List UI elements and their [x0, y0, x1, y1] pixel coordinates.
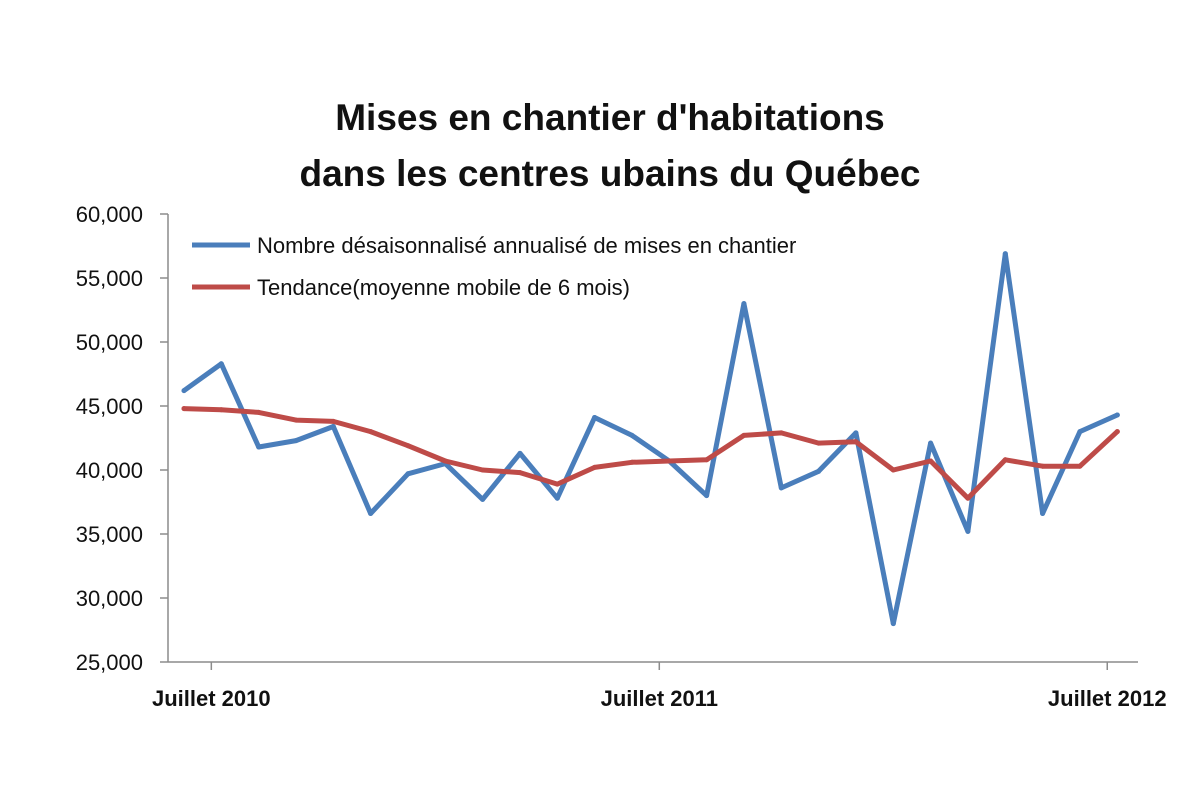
legend: Nombre désaisonnalisé annualisé de mises… — [192, 233, 796, 300]
series-2-point — [1077, 463, 1083, 469]
x-tick-label: Juillet 2011 — [601, 686, 718, 711]
x-tick-label: Juillet 2010 — [152, 686, 271, 711]
series-2-point — [1114, 429, 1120, 435]
series-2-point — [1040, 463, 1046, 469]
series-2-point — [293, 417, 299, 423]
series-1-point — [405, 471, 411, 477]
series-1-point — [928, 440, 934, 446]
y-tick-label: 60,000 — [76, 202, 143, 227]
series-2-point — [480, 467, 486, 473]
series-1-point — [704, 493, 710, 499]
series-2-point — [965, 495, 971, 501]
series-2-point — [629, 459, 635, 465]
legend-label-series-2: Tendance(moyenne mobile de 6 mois) — [257, 275, 630, 300]
series-1-point — [890, 621, 896, 627]
y-tick-label: 30,000 — [76, 586, 143, 611]
series-1-point — [554, 495, 560, 501]
series-2-point — [218, 407, 224, 413]
series-1-point — [1114, 412, 1120, 418]
series-1-point — [592, 415, 598, 420]
series-2-point — [592, 464, 598, 470]
chart-axes — [167, 214, 1138, 663]
series-1-point — [629, 432, 635, 438]
x-tick-label: Juillet 2012 — [1048, 686, 1167, 711]
series-2-point — [704, 457, 710, 463]
series-1-point — [741, 301, 747, 307]
series-1-point — [816, 468, 822, 474]
series-line-2 — [181, 406, 1120, 501]
series-layer — [181, 251, 1120, 627]
legend-label-series-1: Nombre désaisonnalisé annualisé de mises… — [257, 233, 796, 258]
series-1-point — [293, 438, 299, 444]
series-2-point — [666, 458, 672, 464]
y-tick-label: 45,000 — [76, 394, 143, 419]
chart-title-line-2: dans les centres ubains du Québec — [300, 153, 921, 194]
series-1-point — [181, 388, 187, 394]
series-2-point — [405, 443, 411, 449]
chart-title-line-1: Mises en chantier d'habitations — [335, 97, 885, 138]
y-tick-label: 35,000 — [76, 522, 143, 547]
series-1-point — [965, 528, 971, 534]
series-1-point — [853, 430, 859, 436]
series-2-point — [741, 432, 747, 438]
series-2-point — [256, 409, 262, 415]
series-1-point — [1002, 251, 1008, 257]
y-tick-label: 55,000 — [76, 266, 143, 291]
series-2-point — [554, 481, 560, 487]
series-1-point — [218, 361, 224, 367]
series-2-point — [890, 467, 896, 473]
series-line-1 — [181, 251, 1120, 627]
series-1-point — [368, 511, 374, 516]
x-axis-ticks: Juillet 2010 Juillet 2011 Juillet 2012 — [152, 662, 1167, 711]
series-2-point — [368, 429, 374, 435]
series-2-point — [1002, 457, 1008, 463]
series-2-point — [816, 440, 822, 446]
series-2-point — [778, 430, 784, 436]
series-2-point — [442, 458, 448, 464]
series-1-point — [517, 450, 523, 456]
series-1-point — [778, 485, 784, 491]
series-2-point — [853, 439, 859, 445]
series-1-point — [1077, 429, 1083, 435]
series-1-point — [480, 496, 486, 502]
y-axis-ticks: 25,000 30,000 35,000 40,000 45,000 50,000 55,0… — [76, 202, 168, 675]
series-2-point — [517, 470, 523, 476]
series-1-point — [330, 424, 336, 429]
y-tick-label: 25,000 — [76, 650, 143, 675]
y-tick-label: 40,000 — [76, 458, 143, 483]
series-1-point — [1040, 511, 1046, 516]
y-tick-label: 50,000 — [76, 330, 143, 355]
series-1-point — [256, 444, 262, 450]
series-2-point — [928, 458, 934, 464]
series-2-point — [330, 418, 336, 424]
series-2-point — [181, 406, 187, 412]
